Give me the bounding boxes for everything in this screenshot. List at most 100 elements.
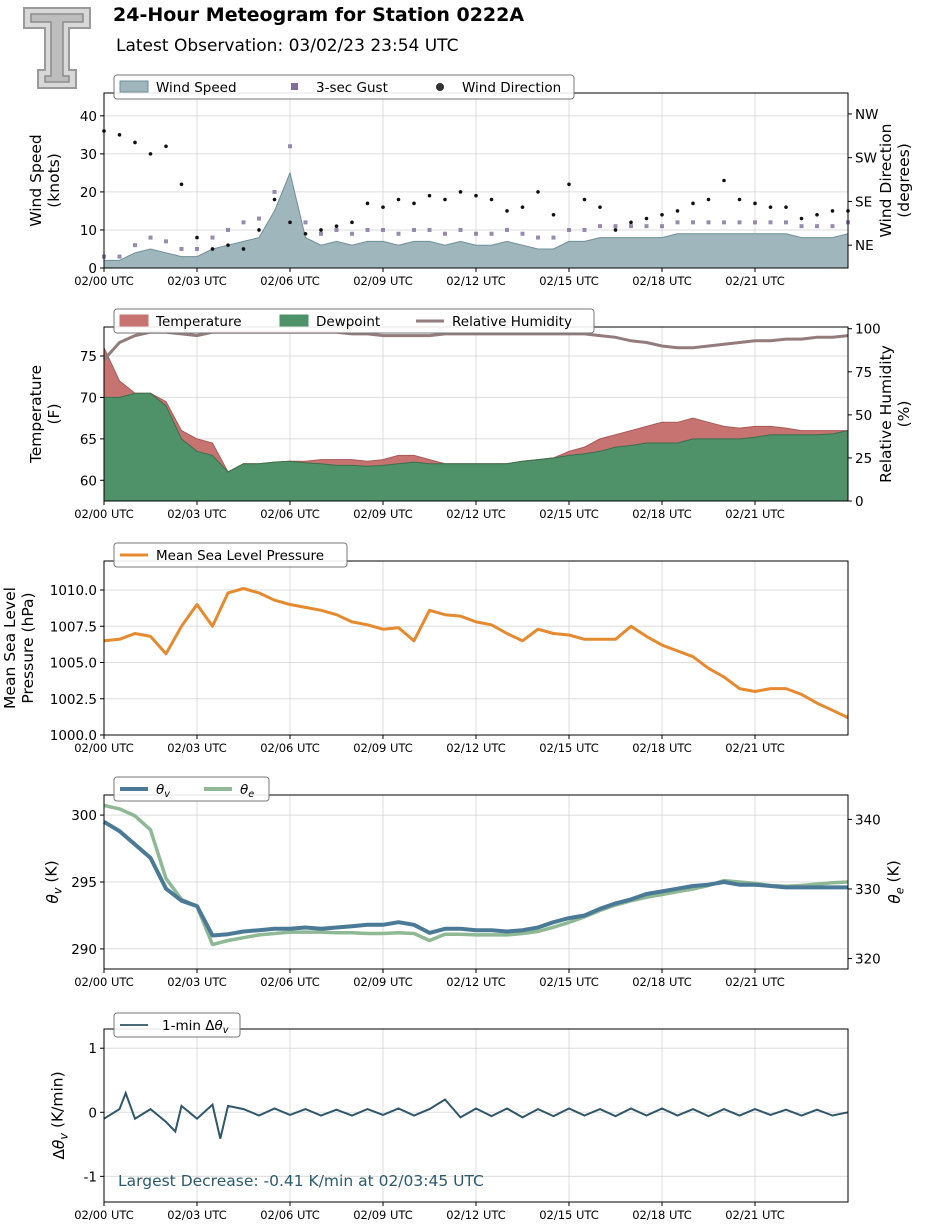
dtheta-line (103, 1090, 849, 1139)
gust-point (427, 227, 432, 232)
y-tick-label: 10 (80, 223, 97, 239)
wind-direction-point (350, 220, 354, 225)
temperature-axis-label: Temperature(F) (27, 365, 63, 464)
gust-point (210, 235, 215, 240)
wind-direction-point (551, 212, 556, 217)
y-tick-label: 30 (80, 147, 97, 163)
x-tick-label: 02/21 UTC (725, 975, 785, 989)
latest-observation: Latest Observation: 03/02/23 23:54 UTC (116, 36, 459, 56)
wind-direction-point (303, 231, 308, 236)
wind-direction-point (691, 201, 695, 206)
gust-point (753, 220, 757, 225)
y2-tick-label: 75 (855, 365, 872, 381)
gust-point (133, 243, 137, 248)
legend-box (113, 74, 575, 100)
legend-label: Temperature (155, 314, 242, 330)
gust-point (365, 227, 370, 232)
y-tick-label: 300 (71, 808, 97, 824)
largest-decrease-annotation: Largest Decrease: -0.41 K/min at 02/03:4… (118, 1172, 484, 1190)
gust-point (381, 227, 385, 232)
wind-speed-axis-label: Wind Speed(knots) (27, 134, 63, 226)
wind-direction-point (567, 182, 571, 187)
x-tick-label: 02/00 UTC (74, 975, 134, 989)
x-tick-label: 02/15 UTC (539, 274, 599, 288)
y2-tick-label: 100 (855, 322, 881, 338)
y-tick-label: 40 (80, 109, 97, 125)
wind-speed-area (103, 171, 849, 269)
x-tick-label: 02/00 UTC (74, 1208, 134, 1222)
gust-point (319, 231, 323, 236)
plot-border (103, 794, 849, 970)
gust-point (412, 227, 416, 232)
x-tick-label: 02/21 UTC (725, 741, 785, 755)
wind-direction-point (706, 197, 711, 202)
y-tick-label: 1002.5 (50, 692, 97, 708)
y-tick-label: 75 (80, 349, 97, 365)
theta-v-axis-label: θv (K) (43, 860, 65, 903)
wind-direction-point (319, 228, 323, 232)
humidity-axis-label: Relative Humidity(%) (877, 345, 913, 483)
gust-point (706, 220, 711, 225)
legend-label: 3-sec Gust (316, 80, 388, 96)
legend-swatch (291, 83, 298, 90)
temp-panel: 02/00 UTC 02/03 UTC 02/06 UTC 02/09 UTC 02/1… (27, 308, 913, 521)
y2-tick-label: 340 (855, 812, 881, 828)
gust-point (257, 216, 261, 221)
legend-label: 1-min Δθv (162, 1018, 229, 1036)
wind-direction-point (272, 197, 277, 202)
gust-point (226, 227, 230, 232)
wind-direction-point (536, 190, 540, 194)
texas-tech-logo (22, 6, 92, 94)
x-tick-label: 02/09 UTC (353, 741, 413, 755)
wind-direction-point (815, 212, 819, 217)
x-tick-label: 02/06 UTC (260, 975, 320, 989)
x-tick-label: 02/03 UTC (167, 274, 227, 288)
x-tick-label: 02/18 UTC (632, 507, 692, 521)
wind-direction-point (133, 140, 137, 145)
gust-point (784, 220, 788, 225)
y-tick-label: 1 (88, 1041, 97, 1057)
y-tick-label: 60 (80, 473, 97, 489)
pressure-panel: 02/00 UTC 02/03 UTC 02/06 UTC 02/09 UTC 02/1… (1, 542, 849, 755)
y-tick-label: 65 (80, 432, 97, 448)
y2-tick-label: 0 (855, 494, 864, 510)
legend-swatch (436, 83, 444, 91)
wind-direction-point (629, 220, 633, 225)
gust-point (474, 231, 478, 236)
gust-point (629, 224, 633, 229)
gust-point (350, 231, 354, 236)
wind-direction-point (613, 228, 618, 232)
x-tick-label: 02/15 UTC (539, 741, 599, 755)
gust-point (737, 220, 742, 225)
gust-point (644, 224, 649, 229)
y2-tick-label: SE (855, 194, 872, 210)
wind-direction-point (458, 190, 463, 194)
gust-point (195, 246, 199, 251)
x-tick-label: 02/09 UTC (353, 274, 413, 288)
x-tick-label: 02/15 UTC (539, 1208, 599, 1222)
wind-direction-point (582, 197, 587, 202)
x-tick-label: 02/06 UTC (260, 741, 320, 755)
wind-direction-point (164, 144, 168, 149)
wind-direction-point (257, 228, 261, 232)
y-tick-label: 290 (71, 942, 97, 958)
wind-direction-point (675, 209, 680, 213)
gust-point (396, 231, 401, 236)
wind-direction-point (753, 201, 757, 206)
gust-point (691, 220, 695, 225)
gust-point (722, 220, 726, 225)
y-tick-label: 20 (80, 185, 97, 201)
y-tick-label: 1007.5 (50, 619, 97, 635)
gust-point (799, 224, 804, 229)
wind-direction-point (148, 152, 153, 156)
wind-direction-point (520, 205, 525, 209)
wind-panel: 02/00 UTC 02/03 UTC 02/06 UTC 02/09 UTC 02/1… (27, 74, 913, 288)
y-tick-label: 1005.0 (50, 656, 97, 672)
wind-direction-point (179, 182, 184, 187)
gust-point (567, 227, 571, 232)
x-tick-label: 02/12 UTC (446, 1208, 506, 1222)
y2-tick-label: 330 (855, 882, 881, 898)
gust-point (598, 224, 602, 229)
y-tick-label: 295 (71, 875, 97, 891)
legend-box (113, 776, 270, 802)
